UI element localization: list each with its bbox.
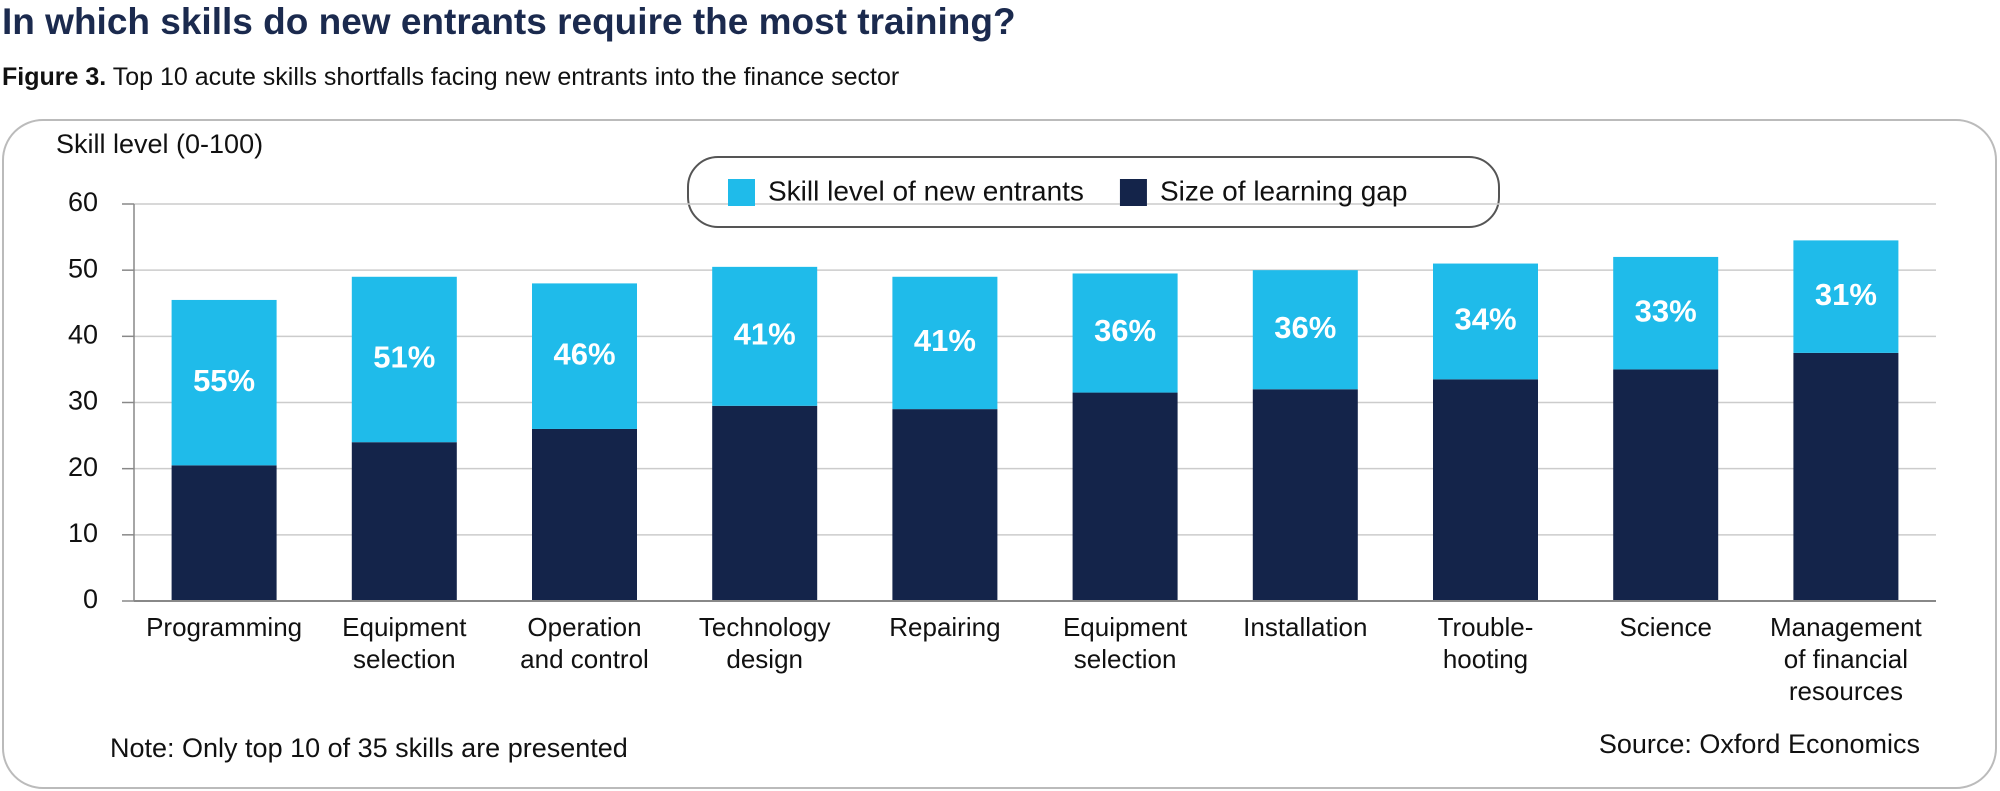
- y-tick-label: 10: [68, 518, 98, 548]
- bar-label: 36%: [1094, 313, 1156, 348]
- legend-swatch: [1119, 179, 1147, 206]
- x-tick-label: Science: [1619, 612, 1712, 642]
- bar-segment: [351, 276, 457, 443]
- bar-segment: [1793, 240, 1899, 353]
- x-tick-label-line: Technology: [699, 612, 831, 642]
- x-tick-label-line: Management: [1770, 612, 1923, 642]
- x-tick-label-line: resources: [1789, 676, 1903, 706]
- bar-segment: [1433, 263, 1538, 380]
- legend-label: Size of learning gap: [1160, 175, 1408, 206]
- bar-segment: [1613, 369, 1719, 601]
- bar-label: 41%: [734, 317, 796, 352]
- x-tick-label-line: design: [726, 644, 803, 674]
- x-tick-label-line: selection: [353, 644, 456, 674]
- x-tick-label-line: Operation: [527, 612, 641, 642]
- y-axis-label: Skill level (0-100): [56, 129, 263, 159]
- bar-segment: [712, 405, 818, 601]
- chart-title: In which skills do new entrants require …: [2, 1, 1016, 42]
- subtitle-text: Top 10 acute skills shortfalls facing ne…: [113, 63, 900, 91]
- y-tick-label: 40: [68, 319, 98, 349]
- chart-frame: [2, 119, 1997, 789]
- y-tick-label: 0: [83, 584, 98, 614]
- x-tick-label-line: Trouble-: [1438, 612, 1534, 642]
- bar-segment: [1072, 392, 1178, 601]
- x-tick-label: Technology design: [699, 612, 831, 674]
- x-tick-label: Trouble-hooting: [1438, 612, 1534, 674]
- legend-label: Skill level of new entrants: [768, 175, 1084, 206]
- bar-segment: [712, 266, 818, 406]
- x-tick-label: Management of financial resources: [1770, 612, 1923, 706]
- legend-swatch: [728, 179, 755, 206]
- x-tick-label-line: Programming: [146, 612, 302, 642]
- y-tick-label: 60: [68, 187, 98, 217]
- bar-segment: [171, 465, 277, 601]
- x-tick-label-line: of financial: [1784, 644, 1908, 674]
- source: Source: Oxford Economics: [1599, 729, 1920, 759]
- x-tick-label: Equipment selection: [342, 612, 467, 674]
- y-tick-label: 20: [68, 452, 98, 482]
- x-tick-label-line: Repairing: [889, 612, 1000, 642]
- bar-label: 51%: [373, 340, 435, 375]
- figure-label: Figure 3.: [2, 63, 106, 91]
- bar-segment: [351, 442, 457, 601]
- bar-label: 34%: [1454, 302, 1516, 337]
- x-tick-label: Repairing: [889, 612, 1000, 642]
- note: Note: Only top 10 of 35 skills are prese…: [110, 733, 628, 763]
- bar-segment: [1793, 352, 1899, 601]
- x-tick-label: Programming: [146, 612, 302, 642]
- x-tick-label-line: selection: [1074, 644, 1177, 674]
- bar-segment: [532, 428, 637, 601]
- bar-segment: [1433, 379, 1538, 601]
- bar-label: 36%: [1274, 310, 1336, 345]
- bar-segment: [1613, 256, 1719, 370]
- bar-segment: [1072, 273, 1178, 393]
- bar-label: 55%: [193, 363, 255, 398]
- bar-segment: [1252, 270, 1358, 390]
- bar-label: 46%: [553, 336, 615, 371]
- bar-label: 31%: [1815, 277, 1877, 312]
- x-tick-label-line: and control: [520, 644, 649, 674]
- x-tick-label-line: Science: [1619, 612, 1712, 642]
- x-tick-label: Operation and control: [520, 612, 649, 674]
- y-tick-label: 30: [68, 386, 98, 416]
- bar-segment: [1252, 389, 1358, 601]
- x-tick-label-line: Equipment: [342, 612, 467, 642]
- bar-segment: [532, 283, 637, 429]
- chart-subtitle: Figure 3. Top 10 acute skills shortfalls…: [2, 63, 899, 91]
- x-tick-label-line: Installation: [1243, 612, 1367, 642]
- y-tick-label: 50: [68, 253, 98, 283]
- x-tick-label-line: Equipment: [1063, 612, 1188, 642]
- bar-label: 41%: [914, 323, 976, 358]
- bar-segment: [892, 409, 998, 601]
- x-tick-label: Equipment selection: [1063, 612, 1188, 674]
- x-tick-label-line: hooting: [1443, 644, 1528, 674]
- bar-segment: [171, 299, 277, 466]
- x-tick-label: Installation: [1243, 612, 1367, 642]
- legend-box: [687, 156, 1500, 228]
- bar-label: 33%: [1635, 293, 1697, 328]
- bar-segment: [892, 276, 998, 410]
